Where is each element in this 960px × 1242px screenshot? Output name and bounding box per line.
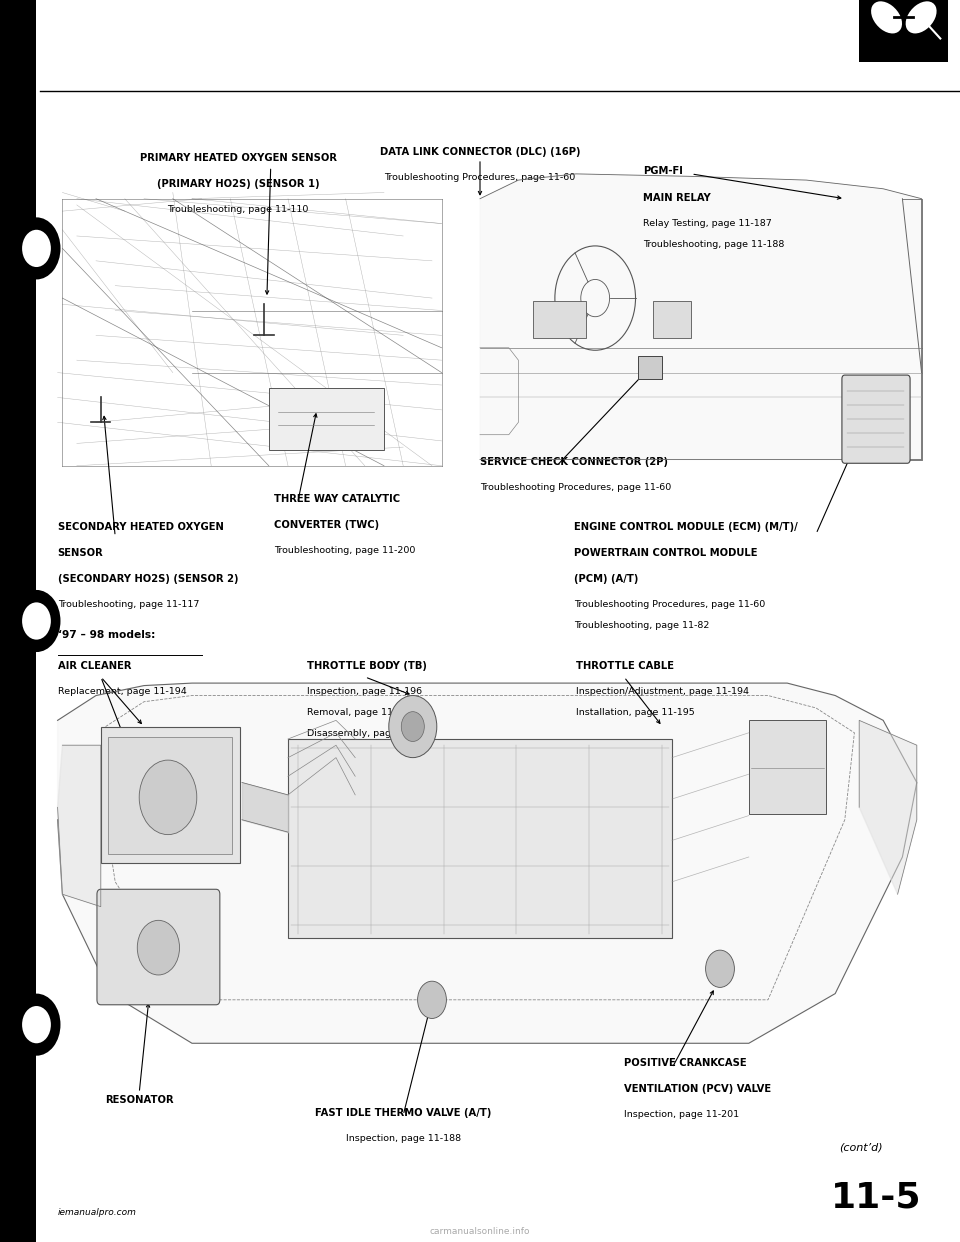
- Bar: [101, 727, 240, 863]
- Circle shape: [12, 590, 60, 652]
- FancyBboxPatch shape: [97, 889, 220, 1005]
- Text: Troubleshooting Procedures, page 11-60: Troubleshooting Procedures, page 11-60: [384, 173, 576, 181]
- Text: SENSOR: SENSOR: [58, 548, 104, 558]
- Text: CONVERTER (TWC): CONVERTER (TWC): [274, 520, 379, 530]
- Bar: [269, 388, 384, 450]
- Text: MAIN RELAY: MAIN RELAY: [643, 193, 711, 202]
- Text: Troubleshooting Procedures, page 11-60: Troubleshooting Procedures, page 11-60: [480, 483, 671, 492]
- Polygon shape: [859, 720, 917, 894]
- Text: THREE WAY CATALYTIC: THREE WAY CATALYTIC: [274, 494, 399, 504]
- Polygon shape: [480, 174, 922, 460]
- Text: Inspection, page 11-196: Inspection, page 11-196: [307, 687, 422, 696]
- Text: THROTTLE BODY (TB): THROTTLE BODY (TB): [307, 661, 427, 671]
- Text: PGM-FI: PGM-FI: [643, 166, 684, 176]
- Circle shape: [401, 712, 424, 741]
- Circle shape: [22, 230, 51, 267]
- Bar: [288, 739, 672, 938]
- Bar: [653, 301, 691, 338]
- Text: Removal, page 11-197: Removal, page 11-197: [307, 708, 415, 717]
- Text: Replacement, page 11-194: Replacement, page 11-194: [58, 687, 186, 696]
- Text: (SECONDARY HO2S) (SENSOR 2): (SECONDARY HO2S) (SENSOR 2): [58, 574, 238, 584]
- Ellipse shape: [905, 1, 937, 34]
- Circle shape: [137, 920, 180, 975]
- Text: Disassembly, page 11-198: Disassembly, page 11-198: [307, 729, 434, 738]
- Text: FAST IDLE THERMO VALVE (A/T): FAST IDLE THERMO VALVE (A/T): [315, 1108, 492, 1118]
- Text: SERVICE CHECK CONNECTOR (2P): SERVICE CHECK CONNECTOR (2P): [480, 457, 668, 467]
- Circle shape: [418, 981, 446, 1018]
- Circle shape: [22, 1006, 51, 1043]
- Text: RESONATOR: RESONATOR: [105, 1095, 174, 1105]
- Text: (cont’d): (cont’d): [840, 1143, 883, 1153]
- Text: POSITIVE CRANKCASE: POSITIVE CRANKCASE: [624, 1058, 747, 1068]
- Bar: [533, 301, 586, 338]
- Text: DATA LINK CONNECTOR (DLC) (16P): DATA LINK CONNECTOR (DLC) (16P): [380, 147, 580, 156]
- Circle shape: [12, 217, 60, 279]
- Circle shape: [22, 602, 51, 640]
- Text: Troubleshooting, page 11-82: Troubleshooting, page 11-82: [574, 621, 709, 630]
- Bar: [638, 356, 662, 379]
- Text: VENTILATION (PCV) VALVE: VENTILATION (PCV) VALVE: [624, 1084, 771, 1094]
- Text: Troubleshooting, page 11-188: Troubleshooting, page 11-188: [643, 240, 784, 248]
- Text: Inspection/Adjustment, page 11-194: Inspection/Adjustment, page 11-194: [576, 687, 749, 696]
- Bar: [0, 0, 36, 1242]
- Circle shape: [706, 950, 734, 987]
- Text: 11-5: 11-5: [831, 1181, 922, 1215]
- Text: SECONDARY HEATED OXYGEN: SECONDARY HEATED OXYGEN: [58, 522, 224, 532]
- Text: Troubleshooting, page 11-200: Troubleshooting, page 11-200: [274, 546, 415, 555]
- Ellipse shape: [871, 1, 902, 34]
- Text: AIR CLEANER: AIR CLEANER: [58, 661, 132, 671]
- Text: Installation, page 11-195: Installation, page 11-195: [576, 708, 695, 717]
- Text: PRIMARY HEATED OXYGEN SENSOR: PRIMARY HEATED OXYGEN SENSOR: [139, 153, 337, 163]
- Text: (PRIMARY HO2S) (SENSOR 1): (PRIMARY HO2S) (SENSOR 1): [156, 179, 320, 189]
- Text: ‘97 – 98 models:: ‘97 – 98 models:: [58, 630, 155, 640]
- Text: THROTTLE CABLE: THROTTLE CABLE: [576, 661, 674, 671]
- Text: Inspection, page 11-201: Inspection, page 11-201: [624, 1110, 739, 1119]
- Text: Troubleshooting, page 11-117: Troubleshooting, page 11-117: [58, 600, 199, 609]
- Bar: [859, 0, 948, 62]
- Circle shape: [389, 696, 437, 758]
- Circle shape: [12, 994, 60, 1056]
- Polygon shape: [58, 745, 101, 907]
- Circle shape: [139, 760, 197, 835]
- Text: Relay Testing, page 11-187: Relay Testing, page 11-187: [643, 219, 772, 227]
- Bar: [108, 737, 232, 854]
- Text: Inspection, page 11-188: Inspection, page 11-188: [346, 1134, 461, 1143]
- Text: Troubleshooting, page 11-110: Troubleshooting, page 11-110: [167, 205, 309, 214]
- FancyBboxPatch shape: [842, 375, 910, 463]
- Text: ENGINE CONTROL MODULE (ECM) (M/T)/: ENGINE CONTROL MODULE (ECM) (M/T)/: [574, 522, 798, 532]
- Text: Troubleshooting Procedures, page 11-60: Troubleshooting Procedures, page 11-60: [574, 600, 765, 609]
- Polygon shape: [58, 683, 917, 1043]
- Text: carmanualsonline.info: carmanualsonline.info: [430, 1227, 530, 1236]
- Text: POWERTRAIN CONTROL MODULE: POWERTRAIN CONTROL MODULE: [574, 548, 757, 558]
- Bar: [749, 720, 826, 814]
- Text: (PCM) (A/T): (PCM) (A/T): [574, 574, 638, 584]
- Text: iemanualpro.com: iemanualpro.com: [58, 1208, 136, 1217]
